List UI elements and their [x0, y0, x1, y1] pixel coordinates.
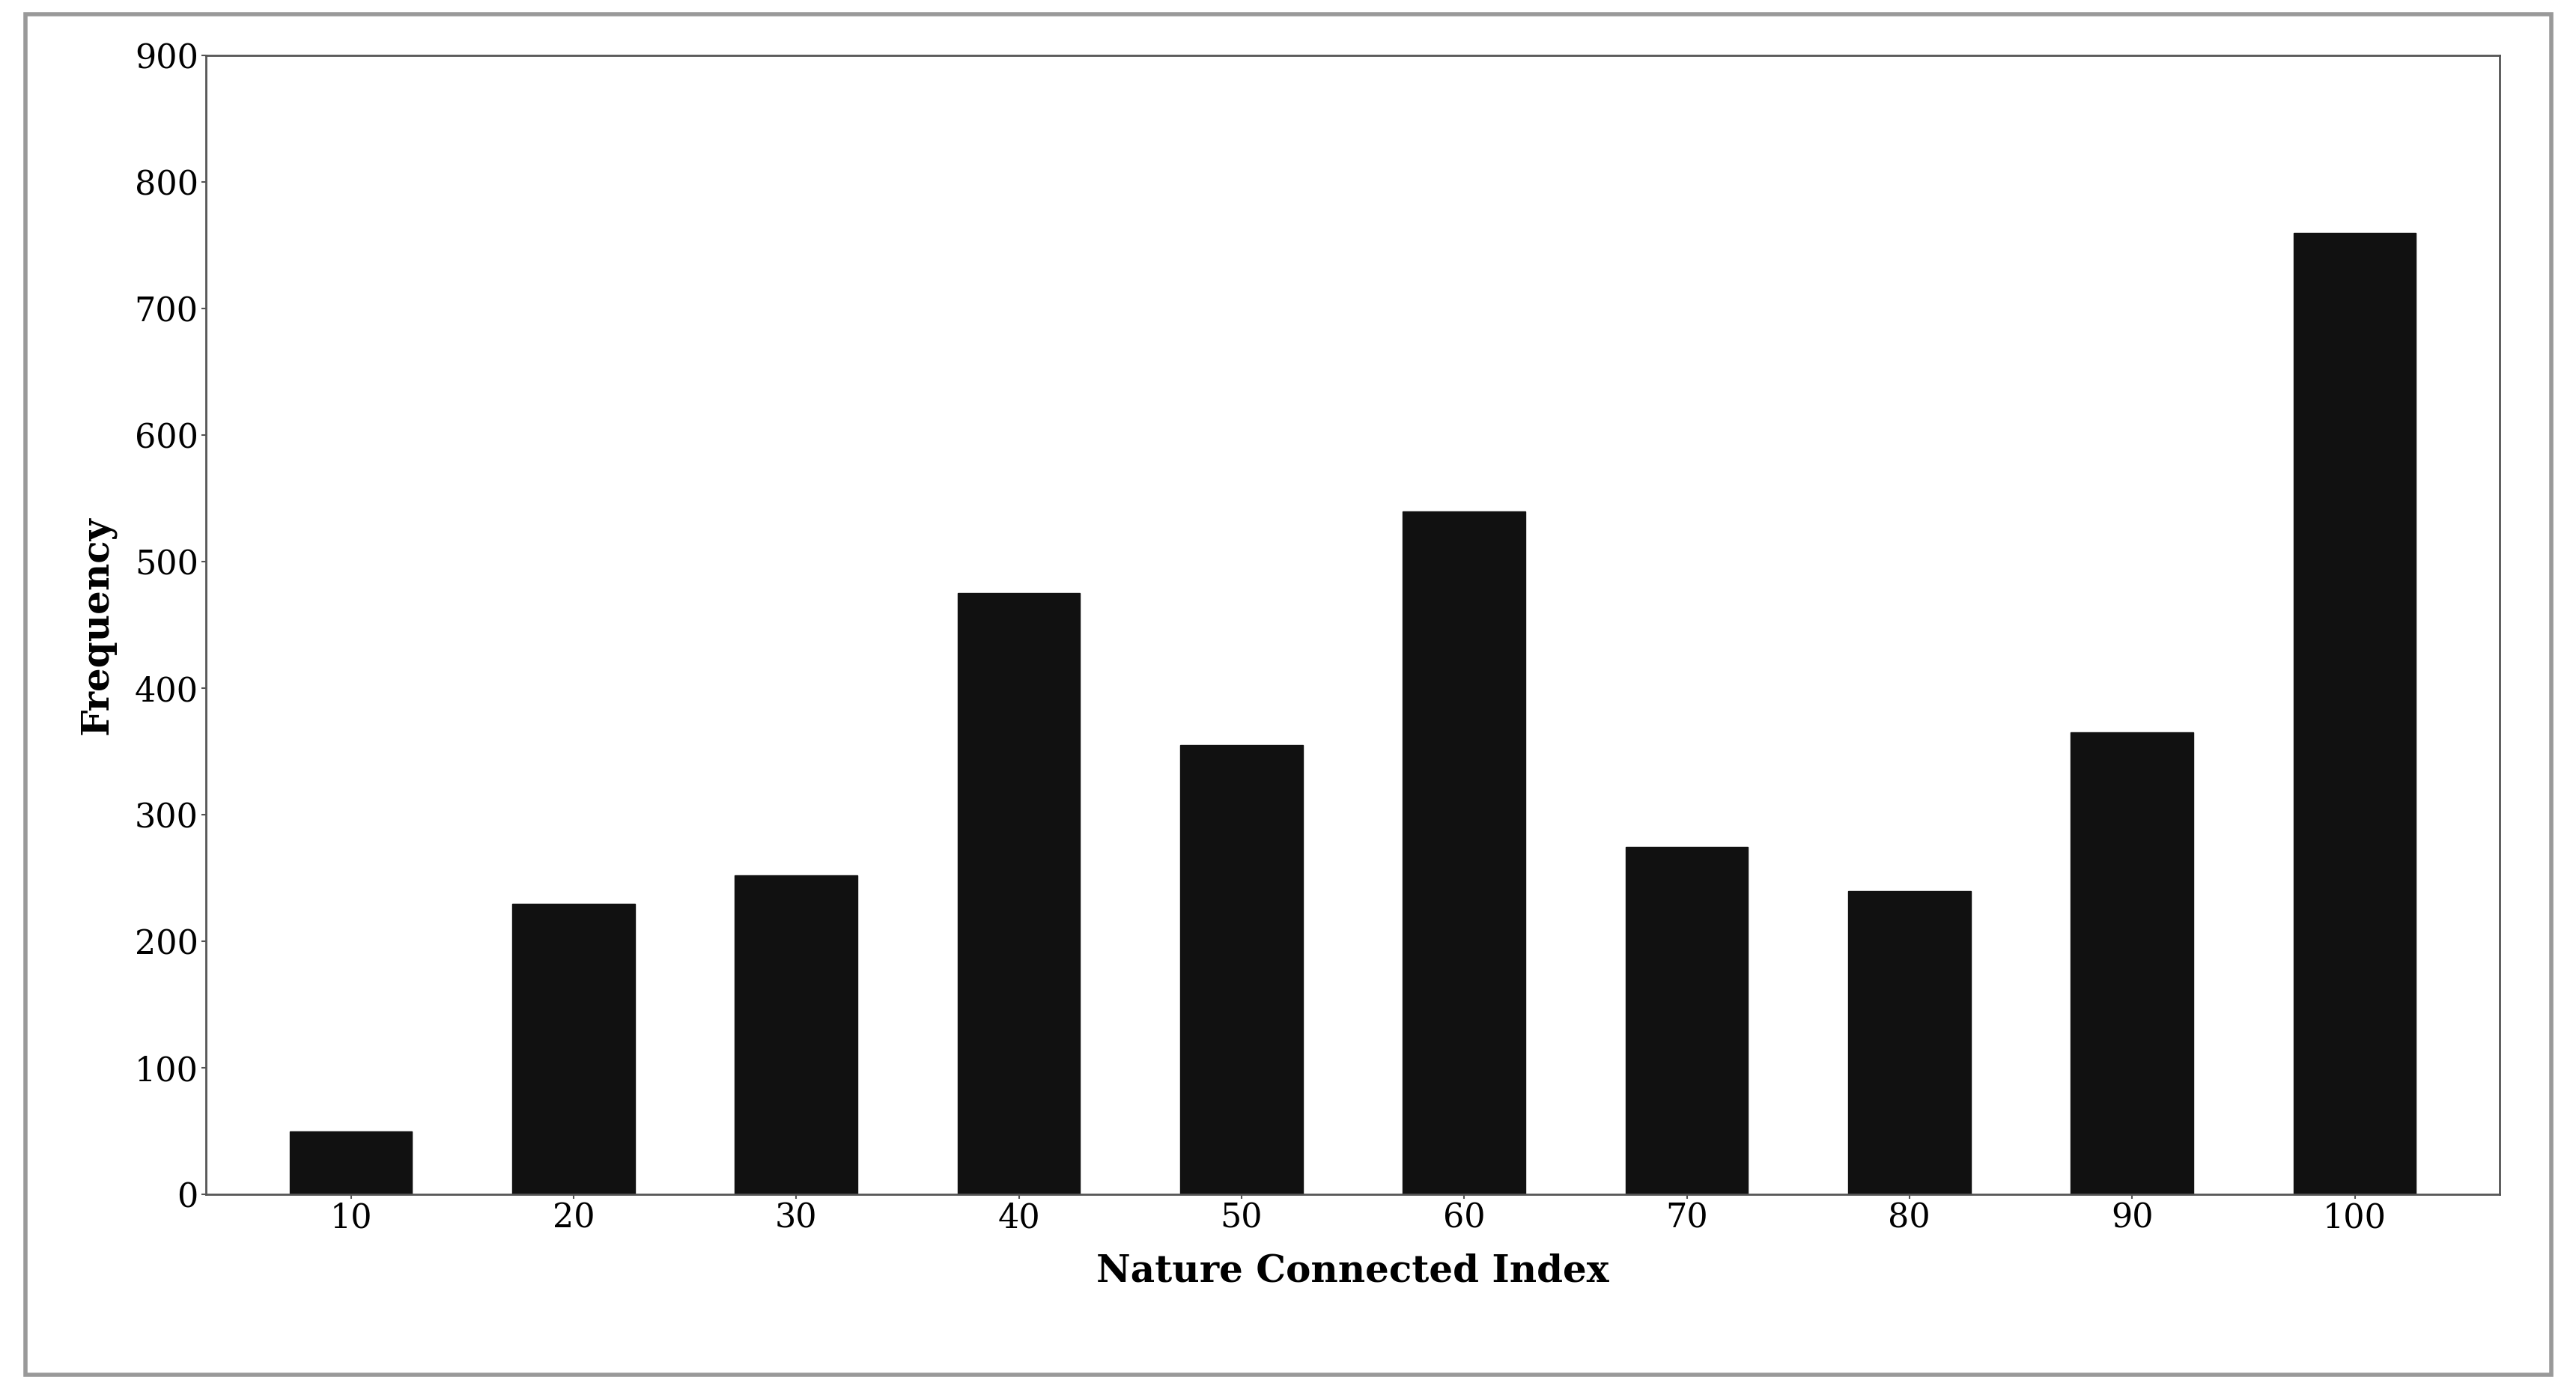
Bar [513, 903, 634, 1195]
Bar [1847, 890, 1971, 1195]
Bar [2293, 233, 2416, 1195]
Bar [1180, 746, 1303, 1195]
Y-axis label: Frequency: Frequency [80, 515, 116, 735]
Bar [734, 875, 858, 1195]
Bar [1401, 511, 1525, 1195]
Bar [1625, 846, 1747, 1195]
Bar [289, 1131, 412, 1195]
Bar [958, 593, 1079, 1195]
Bar [2071, 732, 2192, 1195]
X-axis label: Nature Connected Index: Nature Connected Index [1097, 1253, 1607, 1290]
